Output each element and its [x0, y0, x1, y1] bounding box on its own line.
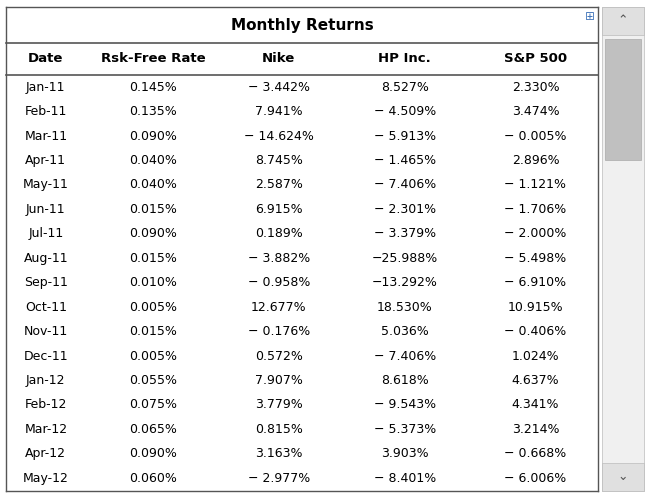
- Text: 0.005%: 0.005%: [129, 350, 177, 362]
- Text: 0.015%: 0.015%: [129, 203, 177, 216]
- Text: − 14.624%: − 14.624%: [244, 130, 314, 142]
- Text: − 2.301%: − 2.301%: [374, 203, 436, 216]
- Text: 0.572%: 0.572%: [255, 350, 303, 362]
- Text: Jan-11: Jan-11: [26, 81, 65, 94]
- Text: − 3.379%: − 3.379%: [374, 227, 436, 241]
- Text: − 5.913%: − 5.913%: [374, 130, 436, 142]
- Text: − 1.121%: − 1.121%: [505, 178, 567, 191]
- Text: − 4.509%: − 4.509%: [374, 105, 436, 118]
- Text: 3.214%: 3.214%: [512, 423, 559, 436]
- Text: ⌄: ⌄: [617, 470, 628, 484]
- Text: − 0.406%: − 0.406%: [505, 325, 567, 338]
- Text: Oct-11: Oct-11: [25, 301, 67, 314]
- Text: − 6.006%: − 6.006%: [505, 472, 567, 485]
- Text: May-12: May-12: [23, 472, 69, 485]
- Text: 0.090%: 0.090%: [129, 130, 177, 142]
- Text: 3.779%: 3.779%: [255, 398, 303, 412]
- Text: Nike: Nike: [262, 52, 296, 66]
- Text: 0.015%: 0.015%: [129, 252, 177, 265]
- Text: − 5.498%: − 5.498%: [505, 252, 567, 265]
- Text: −13.292%: −13.292%: [372, 276, 438, 289]
- Text: − 2.977%: − 2.977%: [248, 472, 310, 485]
- Text: Feb-11: Feb-11: [25, 105, 67, 118]
- Text: 4.637%: 4.637%: [512, 374, 559, 387]
- Text: 7.907%: 7.907%: [255, 374, 303, 387]
- Text: Jun-11: Jun-11: [26, 203, 65, 216]
- Text: − 7.406%: − 7.406%: [374, 350, 436, 362]
- Text: − 0.176%: − 0.176%: [248, 325, 310, 338]
- Text: 6.915%: 6.915%: [255, 203, 303, 216]
- Text: 0.189%: 0.189%: [255, 227, 303, 241]
- Text: Mar-11: Mar-11: [25, 130, 67, 142]
- Text: 0.815%: 0.815%: [255, 423, 303, 436]
- Text: 0.075%: 0.075%: [129, 398, 177, 412]
- Text: Apr-11: Apr-11: [25, 154, 67, 167]
- Text: Sep-11: Sep-11: [24, 276, 68, 289]
- Text: 0.090%: 0.090%: [129, 447, 177, 460]
- Text: − 0.005%: − 0.005%: [504, 130, 567, 142]
- Text: ⌃: ⌃: [617, 14, 628, 28]
- Text: 2.896%: 2.896%: [512, 154, 559, 167]
- Text: 0.040%: 0.040%: [129, 154, 177, 167]
- Text: − 0.668%: − 0.668%: [505, 447, 567, 460]
- Text: − 3.442%: − 3.442%: [248, 81, 310, 94]
- Text: − 1.706%: − 1.706%: [505, 203, 567, 216]
- Text: S&P 500: S&P 500: [504, 52, 567, 66]
- Bar: [602, 7, 644, 491]
- Text: 3.903%: 3.903%: [381, 447, 428, 460]
- Text: − 5.373%: − 5.373%: [374, 423, 436, 436]
- Text: 8.618%: 8.618%: [381, 374, 429, 387]
- Text: May-11: May-11: [23, 178, 69, 191]
- Text: HP Inc.: HP Inc.: [378, 52, 431, 66]
- Text: 0.010%: 0.010%: [129, 276, 177, 289]
- Bar: [605, 39, 641, 160]
- Text: 0.060%: 0.060%: [129, 472, 177, 485]
- Text: − 2.000%: − 2.000%: [504, 227, 567, 241]
- Text: Dec-11: Dec-11: [23, 350, 68, 362]
- Text: − 1.465%: − 1.465%: [374, 154, 436, 167]
- Text: 3.474%: 3.474%: [512, 105, 559, 118]
- Text: 0.015%: 0.015%: [129, 325, 177, 338]
- Text: 0.145%: 0.145%: [129, 81, 177, 94]
- Text: 0.005%: 0.005%: [129, 301, 177, 314]
- Text: Nov-11: Nov-11: [24, 325, 68, 338]
- Text: 1.024%: 1.024%: [512, 350, 559, 362]
- Text: − 7.406%: − 7.406%: [374, 178, 436, 191]
- Text: 4.341%: 4.341%: [512, 398, 559, 412]
- Text: 0.090%: 0.090%: [129, 227, 177, 241]
- Text: 7.941%: 7.941%: [255, 105, 303, 118]
- Text: − 0.958%: − 0.958%: [248, 276, 310, 289]
- Bar: [602, 7, 644, 35]
- Text: 10.915%: 10.915%: [508, 301, 564, 314]
- Text: − 3.882%: − 3.882%: [248, 252, 310, 265]
- Text: 12.677%: 12.677%: [251, 301, 307, 314]
- Text: − 8.401%: − 8.401%: [374, 472, 436, 485]
- Text: 5.036%: 5.036%: [381, 325, 429, 338]
- Text: − 9.543%: − 9.543%: [374, 398, 436, 412]
- Text: 8.527%: 8.527%: [381, 81, 429, 94]
- Text: Aug-11: Aug-11: [23, 252, 68, 265]
- Text: 8.745%: 8.745%: [255, 154, 303, 167]
- Text: ⊞: ⊞: [586, 10, 595, 23]
- Text: Rsk-Free Rate: Rsk-Free Rate: [100, 52, 205, 66]
- Text: 2.330%: 2.330%: [512, 81, 559, 94]
- Text: 18.530%: 18.530%: [377, 301, 433, 314]
- Text: Monthly Returns: Monthly Returns: [231, 18, 374, 33]
- Text: Date: Date: [28, 52, 63, 66]
- Text: 0.065%: 0.065%: [129, 423, 177, 436]
- Text: Apr-12: Apr-12: [25, 447, 67, 460]
- Text: 3.163%: 3.163%: [255, 447, 303, 460]
- Text: Feb-12: Feb-12: [25, 398, 67, 412]
- Text: 0.055%: 0.055%: [129, 374, 177, 387]
- Text: 0.040%: 0.040%: [129, 178, 177, 191]
- Text: − 6.910%: − 6.910%: [505, 276, 567, 289]
- Text: Mar-12: Mar-12: [25, 423, 67, 436]
- Text: 0.135%: 0.135%: [129, 105, 177, 118]
- Text: Jul-11: Jul-11: [28, 227, 63, 241]
- Bar: [602, 463, 644, 491]
- Text: Jan-12: Jan-12: [26, 374, 65, 387]
- Text: −25.988%: −25.988%: [371, 252, 438, 265]
- Text: 2.587%: 2.587%: [255, 178, 303, 191]
